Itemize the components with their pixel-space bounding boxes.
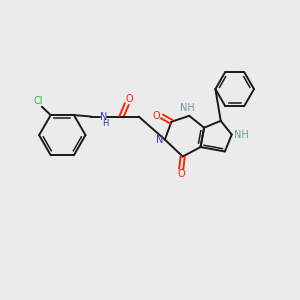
Text: H: H (102, 119, 108, 128)
Text: NH: NH (234, 130, 249, 140)
Text: N: N (156, 135, 164, 145)
Text: O: O (153, 111, 160, 122)
Text: N: N (100, 112, 107, 122)
Text: Cl: Cl (34, 96, 43, 106)
Text: NH: NH (180, 103, 195, 113)
Text: O: O (125, 94, 133, 104)
Text: O: O (177, 169, 185, 179)
